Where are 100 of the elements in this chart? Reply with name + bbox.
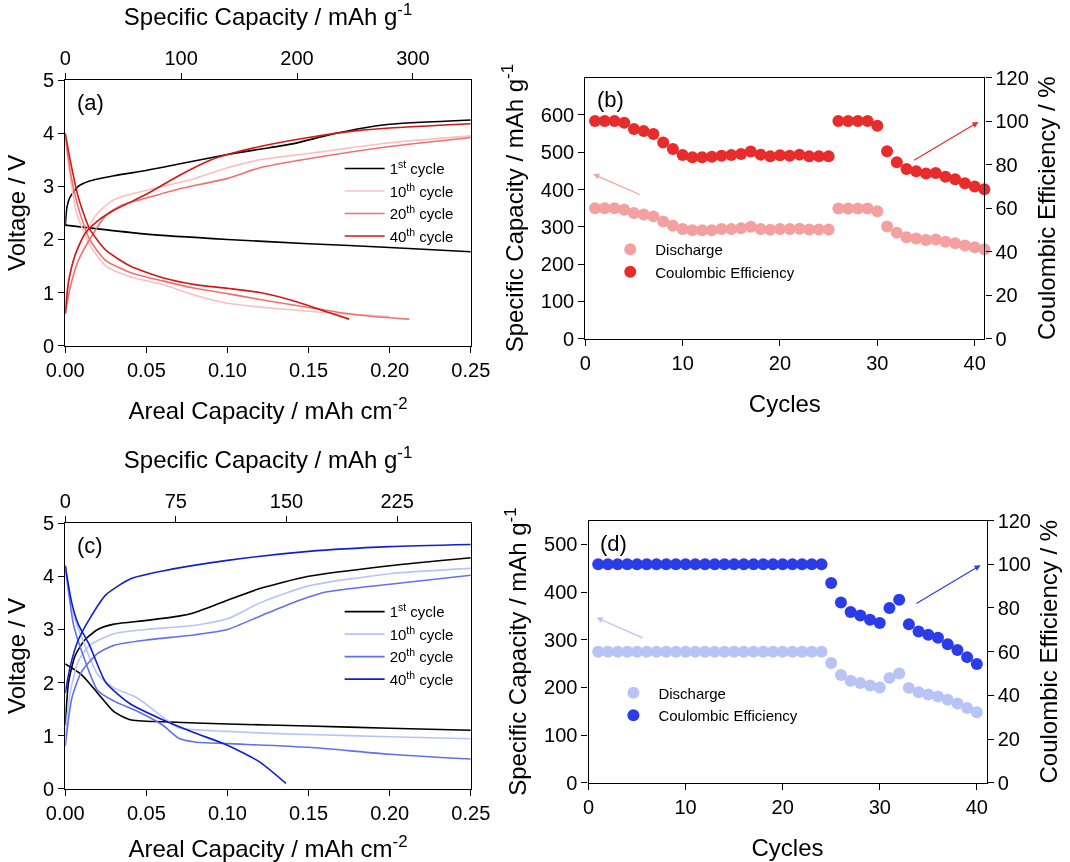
point — [864, 613, 877, 626]
y2-tick-label: 80 — [997, 597, 1020, 619]
point — [929, 166, 942, 179]
point — [676, 149, 689, 162]
x-tick-label: 30 — [866, 351, 889, 374]
x2-tick-label: 75 — [164, 490, 187, 513]
legend-label: 40$^{th}$ cycle — [389, 668, 454, 688]
point — [970, 706, 983, 719]
y-tick-label: 500 — [544, 533, 578, 556]
x2-tick-label: 0 — [59, 47, 71, 70]
point — [932, 690, 944, 703]
annotation: (d) — [600, 531, 627, 556]
x-tick-label: 0.25 — [451, 801, 491, 824]
y2-axis-title: Coulombic Efficiency / % — [1035, 519, 1063, 784]
point — [920, 233, 932, 246]
point — [647, 210, 660, 223]
point — [951, 697, 964, 710]
y-tick-label: 400 — [540, 178, 575, 201]
x-tick-label: 40 — [963, 351, 986, 374]
point — [893, 593, 906, 606]
x2-axis-title: Specific Capacity / mAh g$^{-1}$ — [123, 0, 413, 31]
legend-label: Coulombic Efficiency — [658, 707, 798, 725]
point — [696, 151, 709, 164]
y-tick-label: 0 — [566, 771, 578, 794]
y-tick-label: 3 — [43, 618, 55, 641]
point — [941, 693, 954, 706]
point — [893, 667, 906, 680]
point — [705, 150, 718, 163]
y-tick-label: 600 — [540, 103, 575, 126]
y2-tick-label: 100 — [997, 553, 1032, 576]
legend-label: 20$^{th}$ cycle — [389, 646, 454, 666]
y-tick-label: 1 — [43, 281, 55, 304]
point — [961, 701, 974, 714]
y-tick-label: 300 — [544, 628, 578, 651]
point — [627, 207, 640, 220]
y-tick-label: 0 — [43, 334, 55, 357]
x-axis-title: Areal Capacity / mAh cm$^{-2}$ — [128, 393, 408, 425]
y2-tick-label: 60 — [997, 640, 1020, 663]
x-tick-label: 0.00 — [45, 358, 85, 381]
annotation: (a) — [77, 90, 104, 115]
x2-tick-label: 200 — [280, 47, 314, 70]
x-tick-label: 20 — [768, 351, 792, 374]
point — [949, 173, 962, 186]
point — [735, 147, 748, 160]
y-tick-label: 0 — [43, 777, 55, 800]
point — [783, 149, 796, 162]
point — [618, 203, 631, 216]
y-tick-label: 0 — [563, 327, 575, 350]
y-tick-label: 500 — [540, 141, 575, 164]
x2-tick-label: 300 — [396, 47, 430, 70]
point — [881, 145, 894, 158]
y-tick-label: 2 — [43, 228, 55, 251]
x-tick-label: 0.20 — [370, 801, 410, 824]
y2-tick-label: 40 — [997, 684, 1020, 707]
point — [815, 645, 828, 658]
point — [949, 237, 962, 250]
x2-axis-title: Specific Capacity / mAh g$^{-1}$ — [123, 443, 413, 474]
point — [968, 241, 981, 254]
point — [958, 177, 971, 190]
x-tick-label: 20 — [771, 795, 794, 818]
point — [666, 142, 679, 155]
y-axis-title: Voltage / V — [3, 597, 31, 715]
point — [873, 681, 886, 694]
y-tick-label: 200 — [540, 253, 575, 276]
x-tick-label: 0.10 — [208, 801, 247, 824]
annotation: (c) — [77, 533, 103, 558]
x2-tick-label: 100 — [164, 47, 198, 70]
legend-label: Coulombic Efficiency — [655, 263, 795, 281]
point — [922, 628, 935, 641]
legend-label: Discharge — [658, 684, 726, 702]
x-tick-label: 40 — [965, 795, 988, 818]
y2-axis-title: Coulombic Efficiency / % — [1033, 76, 1061, 341]
annotation: (b) — [597, 87, 624, 112]
point — [902, 618, 915, 631]
y-tick-label: 200 — [544, 676, 578, 699]
point — [822, 223, 835, 236]
point — [951, 643, 964, 656]
point — [657, 136, 670, 149]
y2-tick-label: 120 — [995, 66, 1029, 89]
point — [844, 674, 857, 687]
x2-tick-label: 0 — [59, 490, 71, 513]
x-tick-label: 0.05 — [126, 801, 166, 824]
y-tick-label: 100 — [540, 290, 575, 313]
x-tick-label: 0.15 — [289, 358, 329, 381]
point — [902, 681, 915, 694]
y2-tick-label: 0 — [997, 771, 1009, 794]
point — [618, 116, 631, 129]
y-tick-label: 4 — [43, 122, 55, 145]
x2-tick-label: 150 — [269, 490, 304, 513]
legend-label: 20$^{th}$ cycle — [389, 203, 454, 223]
point — [844, 605, 857, 618]
point — [883, 602, 896, 614]
legend-label: 1$^{st}$ cycle — [389, 601, 445, 621]
x-tick-label: 0.20 — [370, 358, 410, 381]
point — [854, 609, 867, 622]
y2-tick-label: 60 — [995, 197, 1018, 220]
point — [932, 631, 944, 644]
point — [825, 657, 838, 670]
y-tick-label: 5 — [43, 69, 55, 92]
point — [961, 651, 974, 664]
